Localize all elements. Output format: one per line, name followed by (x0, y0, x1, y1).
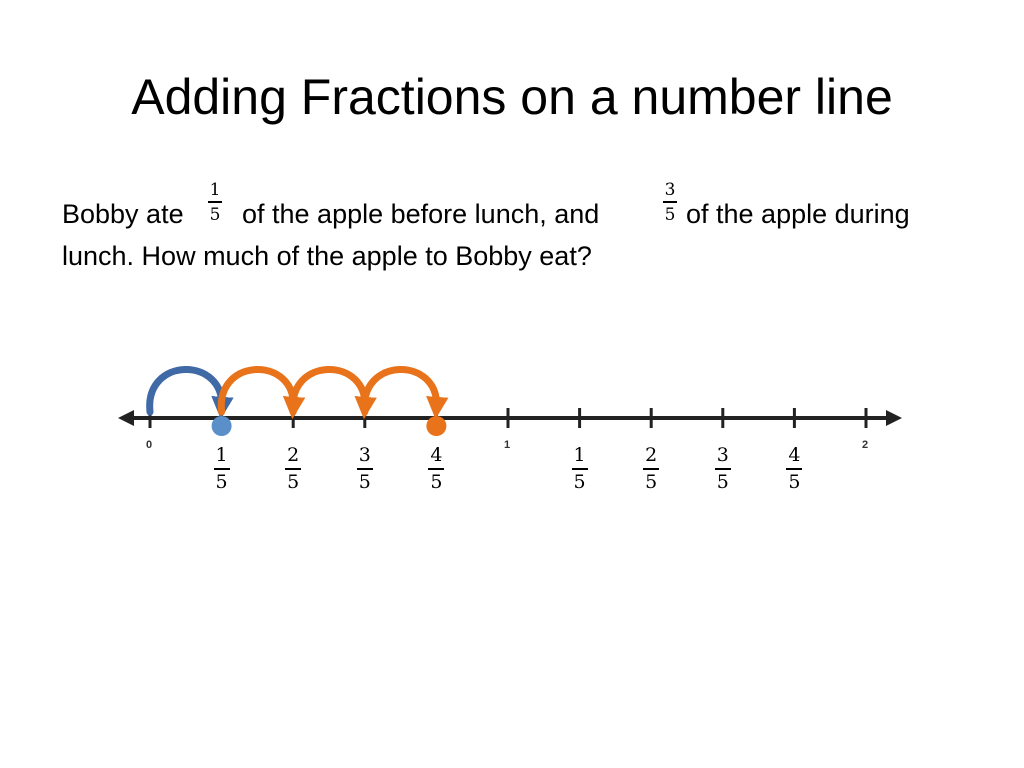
word-problem: Bobby ate 1 5 of the apple before lunch,… (62, 180, 982, 271)
slide-title: Adding Fractions on a number line (131, 69, 893, 125)
fraction-numerator: 3 (716, 444, 729, 466)
fraction-denominator: 5 (287, 471, 300, 493)
fraction-denominator: 5 (430, 471, 443, 493)
jump-arcs (146, 366, 449, 420)
fraction-numerator: 2 (287, 444, 300, 466)
jump-arc (146, 366, 234, 420)
fraction-denominator: 5 (716, 471, 729, 493)
fraction-numerator: 4 (430, 444, 443, 466)
fraction-bar (786, 468, 803, 470)
whole-number-label: 2 (862, 439, 868, 451)
problem-text-part1: Bobby ate (62, 199, 184, 229)
right-arrowhead (886, 410, 902, 426)
fraction-numerator: 1 (209, 180, 221, 200)
point-marker (211, 416, 232, 436)
whole-number-label: 0 (146, 439, 152, 451)
fraction-numerator: 3 (664, 180, 676, 200)
problem-line-2: lunch. How much of the apple to Bobby ea… (62, 241, 592, 271)
point-marker (426, 416, 447, 436)
point-markers (211, 416, 447, 436)
fraction-bar (285, 468, 302, 470)
fraction-one-fifth: 1 5 (205, 180, 225, 225)
fraction-denominator: 5 (664, 205, 676, 225)
fraction-bar (356, 468, 373, 470)
fraction-numerator: 1 (573, 444, 586, 466)
whole-number-labels: 0 1 2 (146, 439, 868, 451)
fraction-bar (213, 468, 230, 470)
problem-text-part2: of the apple before lunch, and (242, 199, 600, 229)
fraction-bar (714, 468, 731, 470)
fraction-denominator: 5 (788, 471, 801, 493)
whole-number-label: 1 (504, 439, 510, 451)
jump-arc (218, 366, 306, 420)
fraction-numerator: 4 (788, 444, 801, 466)
fraction-numerator: 1 (215, 444, 228, 466)
fraction-bar (571, 468, 588, 470)
fraction-numerator: 2 (645, 444, 658, 466)
left-arrowhead (118, 410, 134, 426)
problem-line-1: Bobby ate 1 5 of the apple before lunch,… (62, 180, 982, 242)
fraction-bar (663, 201, 677, 203)
jump-arc (289, 366, 377, 420)
fraction-three-fifths: 3 5 (660, 180, 680, 225)
fraction-denominator: 5 (358, 471, 371, 493)
problem-text-part3: of the apple during (686, 199, 910, 229)
fraction-numerator: 3 (358, 444, 371, 466)
fraction-bar (428, 468, 445, 470)
fraction-denominator: 5 (573, 471, 586, 493)
fraction-denominator: 5 (645, 471, 658, 493)
jump-arc (361, 366, 449, 420)
fraction-denominator: 5 (209, 205, 221, 225)
fraction-bar (643, 468, 660, 470)
fraction-denominator: 5 (215, 471, 228, 493)
fraction-bar (208, 201, 222, 203)
